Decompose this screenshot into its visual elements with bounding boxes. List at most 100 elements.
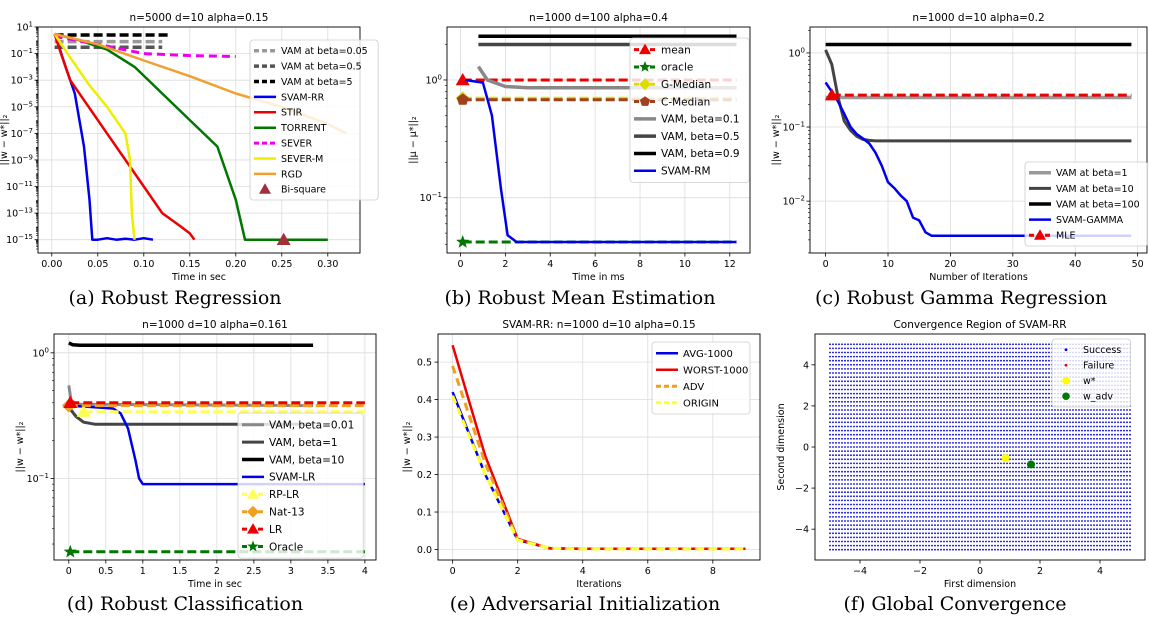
success-point bbox=[1090, 491, 1092, 494]
success-point bbox=[982, 450, 984, 452]
success-point bbox=[1024, 450, 1026, 452]
success-point bbox=[1033, 528, 1035, 531]
success-point bbox=[877, 343, 879, 346]
legend-label: TORRENT bbox=[280, 123, 327, 134]
success-point bbox=[925, 487, 927, 489]
success-point bbox=[973, 536, 975, 539]
success-point bbox=[1012, 417, 1014, 420]
success-point bbox=[1072, 536, 1074, 539]
success-point bbox=[979, 507, 981, 510]
success-point bbox=[907, 400, 909, 403]
series-line-ORIGIN bbox=[451, 395, 746, 551]
legend-label: VAM, beta=1 bbox=[269, 437, 338, 449]
success-point bbox=[961, 491, 963, 494]
success-point bbox=[859, 400, 861, 403]
success-point bbox=[943, 479, 945, 481]
success-point bbox=[856, 540, 858, 543]
success-point bbox=[898, 400, 900, 403]
success-point bbox=[883, 433, 885, 436]
success-point bbox=[916, 528, 918, 531]
success-point bbox=[889, 409, 891, 411]
legend-marker bbox=[639, 43, 651, 55]
success-point bbox=[982, 528, 984, 531]
success-point bbox=[949, 376, 951, 378]
success-point bbox=[874, 470, 876, 473]
success-point bbox=[850, 400, 852, 403]
success-point bbox=[901, 446, 903, 448]
x-tick-label: 0 bbox=[66, 566, 72, 577]
success-point bbox=[1039, 409, 1041, 411]
success-point bbox=[1051, 503, 1053, 506]
success-point bbox=[913, 417, 915, 420]
success-point bbox=[1015, 396, 1017, 399]
success-point bbox=[1078, 421, 1080, 424]
success-point bbox=[979, 536, 981, 539]
success-point bbox=[1021, 368, 1023, 370]
success-point bbox=[937, 536, 939, 539]
success-point bbox=[922, 429, 924, 432]
success-point bbox=[1003, 446, 1005, 448]
success-point bbox=[910, 409, 912, 411]
success-point bbox=[988, 544, 990, 547]
success-point bbox=[877, 466, 879, 469]
success-point bbox=[862, 544, 864, 547]
success-point bbox=[1033, 507, 1035, 510]
success-point bbox=[1021, 405, 1023, 407]
success-point bbox=[967, 388, 969, 391]
success-point bbox=[1030, 417, 1032, 420]
success-point bbox=[919, 540, 921, 543]
success-point bbox=[934, 372, 936, 374]
success-point bbox=[940, 474, 942, 477]
success-point bbox=[949, 380, 951, 383]
success-point bbox=[841, 396, 843, 399]
success-point bbox=[886, 388, 888, 391]
success-point bbox=[835, 540, 837, 543]
success-point bbox=[949, 392, 951, 395]
success-point bbox=[994, 487, 996, 489]
success-point bbox=[886, 540, 888, 543]
success-point bbox=[889, 372, 891, 374]
success-point bbox=[1069, 548, 1071, 551]
success-point bbox=[1024, 479, 1026, 481]
success-point bbox=[1039, 413, 1041, 415]
success-point bbox=[844, 359, 846, 362]
success-point bbox=[913, 532, 915, 535]
success-point bbox=[988, 388, 990, 391]
success-point bbox=[886, 359, 888, 362]
success-point bbox=[877, 421, 879, 424]
success-point bbox=[904, 425, 906, 428]
success-point bbox=[913, 425, 915, 428]
success-point bbox=[1072, 429, 1074, 432]
success-point bbox=[880, 363, 882, 366]
success-point bbox=[943, 392, 945, 395]
success-point bbox=[925, 470, 927, 473]
success-point bbox=[886, 347, 888, 350]
success-point bbox=[838, 380, 840, 383]
success-point bbox=[994, 405, 996, 407]
success-point bbox=[862, 421, 864, 424]
success-point bbox=[1051, 495, 1053, 498]
success-point bbox=[952, 442, 954, 444]
success-point bbox=[913, 413, 915, 415]
success-point bbox=[1006, 503, 1008, 506]
success-point bbox=[883, 437, 885, 440]
success-point bbox=[946, 368, 948, 370]
success-point bbox=[964, 524, 966, 526]
success-point bbox=[880, 347, 882, 350]
success-point bbox=[889, 548, 891, 551]
success-point bbox=[1030, 495, 1032, 498]
success-point bbox=[1069, 524, 1071, 526]
success-point bbox=[832, 520, 834, 522]
success-point bbox=[1042, 425, 1044, 428]
success-point bbox=[955, 454, 957, 457]
success-point bbox=[889, 388, 891, 391]
success-point bbox=[1021, 511, 1023, 514]
success-point bbox=[853, 540, 855, 543]
success-point bbox=[886, 511, 888, 514]
success-point bbox=[979, 474, 981, 477]
success-point bbox=[937, 405, 939, 407]
success-point bbox=[877, 392, 879, 395]
success-point bbox=[928, 384, 930, 387]
success-point bbox=[889, 524, 891, 526]
success-point bbox=[964, 400, 966, 403]
